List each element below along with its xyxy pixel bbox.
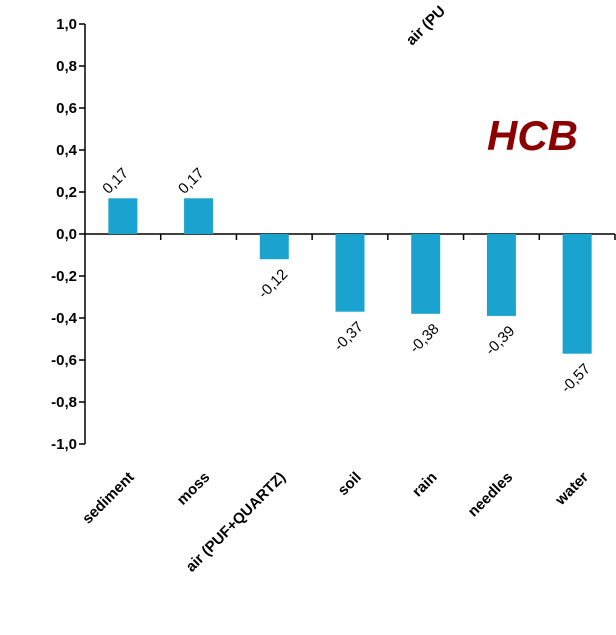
category-label: water bbox=[552, 469, 593, 510]
bar bbox=[486, 234, 516, 316]
bar bbox=[108, 198, 138, 234]
y-tick-label: -0,2 bbox=[51, 268, 77, 285]
plot-area: 1,0 0,8 0,6 0,4 0,2 0,0 -0,2 -0,4 -0,6 -0,8 -1,0 0,… bbox=[51, 3, 616, 575]
y-tick-label: -0,6 bbox=[51, 352, 77, 369]
chart-title: HCB bbox=[487, 112, 578, 159]
data-label: 0,17 bbox=[175, 165, 208, 198]
y-tick-label: 0,0 bbox=[56, 226, 77, 243]
data-label: -0,12 bbox=[255, 266, 291, 302]
y-tick-label: 0,6 bbox=[56, 100, 77, 117]
data-label: 0,17 bbox=[99, 165, 132, 198]
y-tick-label: 0,8 bbox=[56, 58, 77, 75]
data-label: -0,38 bbox=[406, 321, 442, 357]
category-label: needles bbox=[465, 469, 517, 521]
bar bbox=[259, 234, 289, 260]
data-label: -0,37 bbox=[331, 318, 367, 354]
data-label: -0,39 bbox=[482, 323, 518, 359]
bar bbox=[335, 234, 365, 312]
y-tick-label: 0,4 bbox=[56, 142, 78, 159]
y-tick-label: 0,2 bbox=[56, 184, 77, 201]
y-tick-label: -0,8 bbox=[51, 394, 77, 411]
category-label: moss bbox=[174, 469, 214, 509]
bar bbox=[411, 234, 441, 314]
y-tick-label: 1,0 bbox=[56, 16, 77, 33]
y-tick-label: -0,4 bbox=[51, 310, 78, 327]
category-label: sediment bbox=[79, 469, 138, 528]
category-label: soil bbox=[335, 469, 365, 499]
y-tick-label: -1,0 bbox=[51, 436, 77, 453]
category-label: rain bbox=[409, 469, 440, 500]
bar bbox=[562, 234, 592, 354]
data-label: -0,57 bbox=[558, 360, 594, 396]
bar bbox=[184, 198, 214, 234]
stray-category-label: air (PU bbox=[403, 3, 449, 49]
